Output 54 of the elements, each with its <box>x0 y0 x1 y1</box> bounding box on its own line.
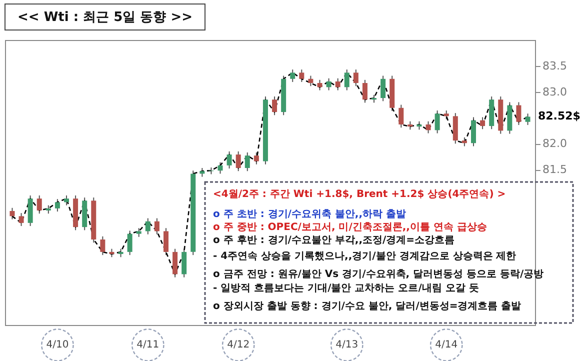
candlestick <box>54 198 60 212</box>
candlestick <box>244 152 250 172</box>
candlestick <box>254 152 259 165</box>
candlestick <box>335 78 340 91</box>
candlestick <box>172 248 178 278</box>
annotation: o 장외시장 출발 동향 : 경기/수요 불안, 달러/변동성=경계흐름 출발 <box>213 301 522 312</box>
annotation: - 4주연속 상승을 기록했으나,,경기/불안 경계감으로 상승력은 제한 <box>213 251 516 262</box>
candlestick <box>326 78 332 91</box>
candlestick <box>272 96 278 116</box>
annotation: o 금주 전망 : 원유/불안 Vs 경기/수요위축, 달러변동성 등으로 등락/공방 <box>213 269 544 280</box>
candlestick <box>480 116 486 130</box>
candlestick <box>127 230 132 256</box>
x-tick-label: 4/14 <box>435 340 458 350</box>
candlestick <box>100 236 106 256</box>
y-tick-label: 82.0 <box>542 137 567 150</box>
y-tick-label: 83.0 <box>542 85 567 98</box>
candlestick <box>10 207 15 220</box>
candlestick <box>226 150 232 170</box>
x-tick-label: 4/12 <box>227 340 250 350</box>
candlestick <box>434 110 440 134</box>
annotation: o 주 초반 : 경기/수요위축 불안,,하락 출발 <box>213 209 406 220</box>
x-tick-label: 4/10 <box>46 340 69 350</box>
candlestick <box>471 116 476 147</box>
x-tick-label: 4/11 <box>136 340 160 350</box>
candlestick <box>290 69 296 82</box>
annotation: - 일방적 흐름보다는 기대/불안 교차하는 오르/내림 오갈 듯 <box>213 283 479 294</box>
x-tick-label: 4/13 <box>336 340 358 350</box>
candlestick <box>154 218 160 235</box>
candlestick <box>380 75 386 102</box>
candlestick <box>18 212 24 227</box>
y-tick-label: 83.5 <box>542 59 567 72</box>
candlestick <box>353 69 358 87</box>
candlestick <box>362 79 368 104</box>
text: 82.52$ <box>538 110 580 123</box>
candlestick <box>299 69 304 82</box>
candlestick <box>308 75 314 87</box>
y-tick-label: 81.5 <box>542 163 567 176</box>
candlestick <box>163 228 168 256</box>
candlestick <box>145 218 150 235</box>
candlestick <box>516 102 522 126</box>
annotation: o 주 후반 : 경기/수요불안 부각,,조정/경계=소강흐름 <box>213 235 455 246</box>
candlestick <box>218 162 223 174</box>
candlestick <box>426 120 431 134</box>
candlestick <box>317 79 322 91</box>
annotation: <4월/2주 : 주간 Wti +1.8$, Brent +1.2$ 상승(4주연속) > <box>213 189 506 200</box>
candlestick <box>182 248 187 278</box>
chart-title: << Wti : 최근 5일 동향 >> <box>18 10 192 25</box>
candlestick <box>64 194 69 206</box>
candlestick <box>344 69 350 91</box>
candlestick <box>525 113 530 126</box>
candlestick <box>398 104 404 128</box>
annotation: o 주 중반 : OPEC/보고서, 미/긴축조절론,,이틀 연속 급상승 <box>213 222 487 233</box>
candlestick <box>236 150 241 172</box>
candlestick <box>36 194 42 214</box>
